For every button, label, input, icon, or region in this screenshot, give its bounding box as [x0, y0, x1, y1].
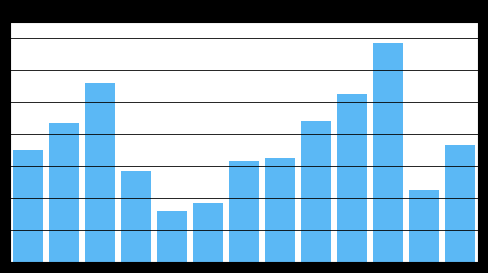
Bar: [265, 158, 295, 262]
Bar: [446, 145, 475, 262]
Bar: [193, 203, 223, 262]
Bar: [157, 211, 187, 262]
Bar: [85, 83, 115, 262]
Bar: [13, 150, 42, 262]
Bar: [49, 123, 79, 262]
Bar: [409, 190, 439, 262]
Bar: [301, 121, 331, 262]
Bar: [121, 171, 151, 262]
Bar: [229, 161, 259, 262]
Bar: [337, 94, 367, 262]
Bar: [373, 43, 403, 262]
